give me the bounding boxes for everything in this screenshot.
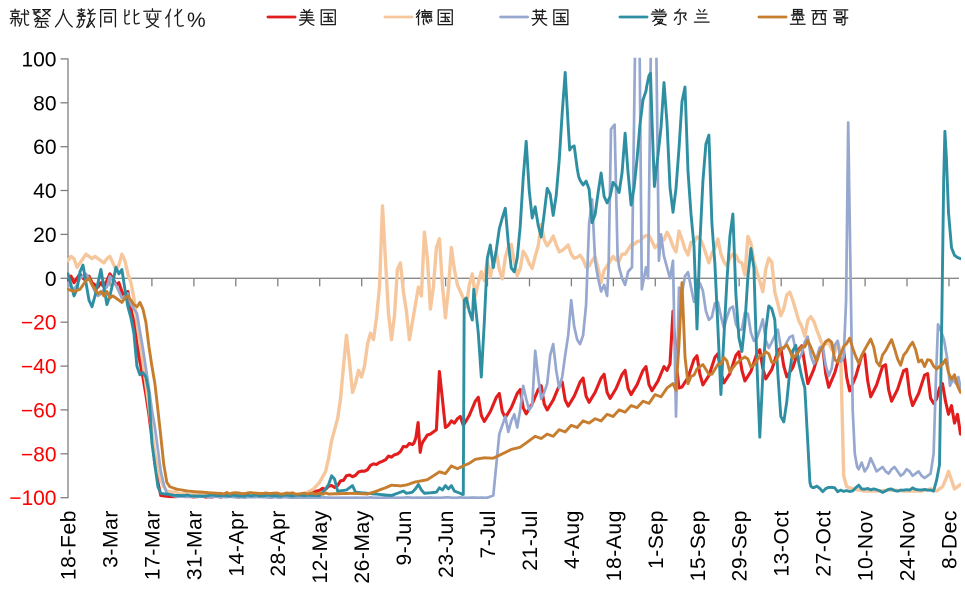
svg-text:18-Aug: 18-Aug [603,510,626,581]
svg-text:17-Mar: 17-Mar [141,510,164,580]
svg-text:%: % [187,9,206,32]
svg-text:27-Oct: 27-Oct [813,510,836,577]
svg-text:−100: −100 [9,487,56,510]
svg-text:18-Feb: 18-Feb [58,510,81,580]
svg-text:80: 80 [33,92,56,115]
svg-text:0: 0 [45,268,57,291]
svg-text:8-Dec: 8-Dec [939,510,962,569]
svg-text:29-Sep: 29-Sep [729,510,752,581]
svg-text:40: 40 [33,180,56,203]
svg-text:100: 100 [21,48,56,71]
svg-text:4-Aug: 4-Aug [561,510,584,569]
svg-text:−40: −40 [21,356,57,379]
svg-text:12-May: 12-May [309,510,332,584]
svg-text:−80: −80 [21,443,57,466]
svg-text:14-Apr: 14-Apr [225,510,248,577]
svg-text:−20: −20 [21,312,57,335]
svg-text:23-Jun: 23-Jun [435,510,458,578]
svg-text:10-Nov: 10-Nov [855,510,878,581]
svg-text:24-Nov: 24-Nov [897,510,920,581]
svg-text:28-Apr: 28-Apr [267,510,290,577]
svg-text:31-Mar: 31-Mar [183,510,206,580]
svg-text:15-Sep: 15-Sep [687,510,710,581]
svg-text:−60: −60 [21,399,57,422]
svg-text:20: 20 [33,224,56,247]
svg-text:60: 60 [33,136,56,159]
svg-text:21-Jul: 21-Jul [519,510,542,571]
svg-text:1-Sep: 1-Sep [645,510,668,569]
svg-text:26-May: 26-May [351,510,374,584]
svg-text:13-Oct: 13-Oct [771,510,794,577]
svg-text:7-Jul: 7-Jul [477,510,500,559]
svg-text:9-Jun: 9-Jun [393,510,416,566]
svg-text:3-Mar: 3-Mar [100,510,123,568]
